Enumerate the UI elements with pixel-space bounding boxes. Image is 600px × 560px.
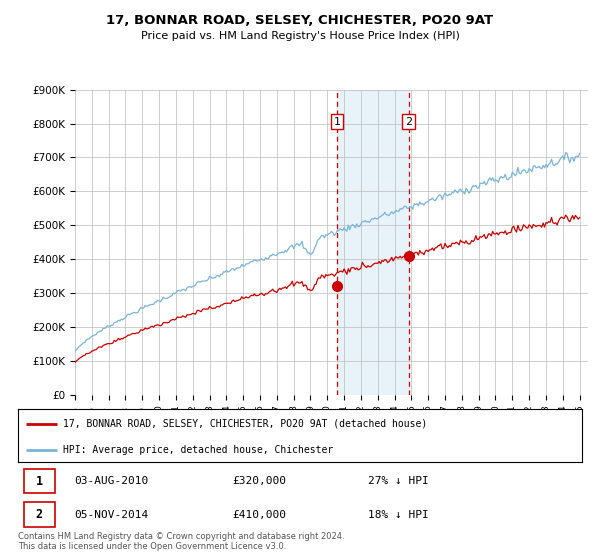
Bar xyxy=(337,90,409,395)
Text: £410,000: £410,000 xyxy=(232,510,286,520)
Text: 17, BONNAR ROAD, SELSEY, CHICHESTER, PO20 9AT: 17, BONNAR ROAD, SELSEY, CHICHESTER, PO2… xyxy=(106,14,494,27)
Text: Contains HM Land Registry data © Crown copyright and database right 2024.
This d: Contains HM Land Registry data © Crown c… xyxy=(18,532,344,552)
Text: Price paid vs. HM Land Registry's House Price Index (HPI): Price paid vs. HM Land Registry's House … xyxy=(140,31,460,41)
Text: 2: 2 xyxy=(35,508,43,521)
Text: 2: 2 xyxy=(405,116,412,127)
Text: 03-AUG-2010: 03-AUG-2010 xyxy=(74,476,149,486)
FancyBboxPatch shape xyxy=(23,469,55,493)
Text: HPI: Average price, detached house, Chichester: HPI: Average price, detached house, Chic… xyxy=(63,445,334,455)
Text: 27% ↓ HPI: 27% ↓ HPI xyxy=(368,476,428,486)
Text: 1: 1 xyxy=(35,474,43,488)
Text: 05-NOV-2014: 05-NOV-2014 xyxy=(74,510,149,520)
Text: 18% ↓ HPI: 18% ↓ HPI xyxy=(368,510,428,520)
Text: £320,000: £320,000 xyxy=(232,476,286,486)
Text: 1: 1 xyxy=(334,116,341,127)
FancyBboxPatch shape xyxy=(23,502,55,527)
Text: 17, BONNAR ROAD, SELSEY, CHICHESTER, PO20 9AT (detached house): 17, BONNAR ROAD, SELSEY, CHICHESTER, PO2… xyxy=(63,419,427,429)
